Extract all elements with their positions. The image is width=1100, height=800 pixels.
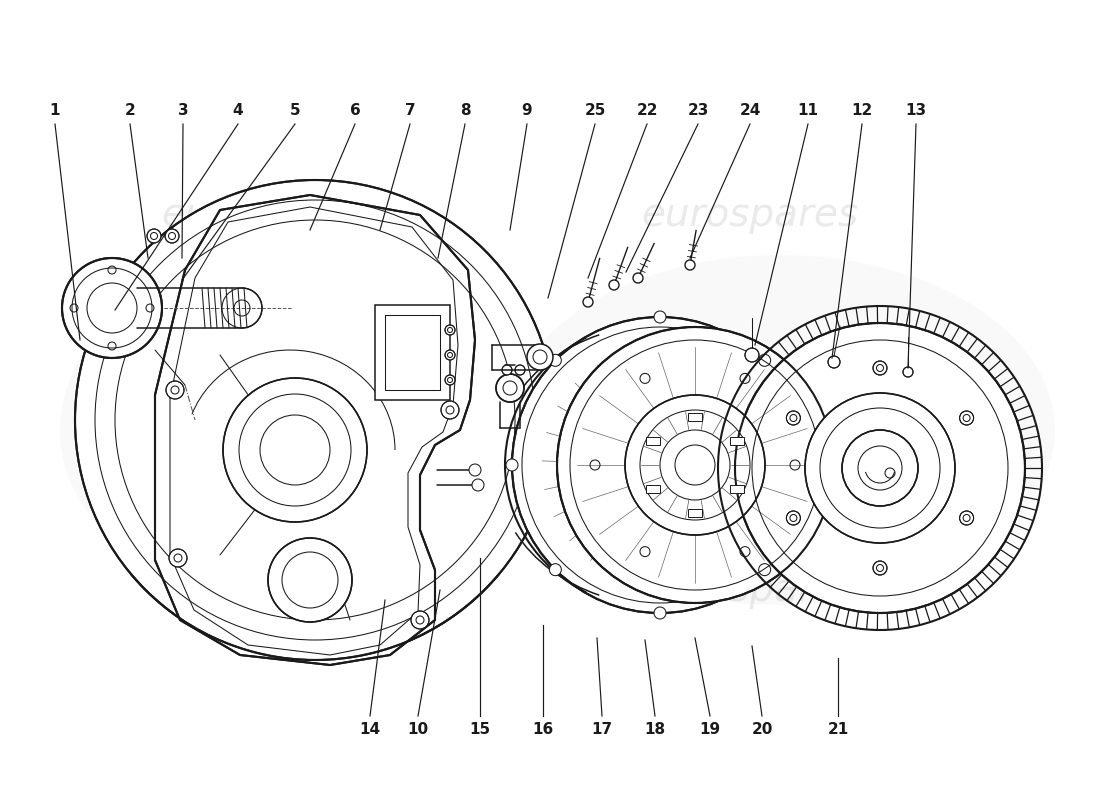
Circle shape: [169, 549, 187, 567]
Circle shape: [654, 311, 666, 323]
Text: 22: 22: [636, 103, 658, 118]
Circle shape: [549, 354, 561, 366]
Circle shape: [515, 365, 525, 375]
Text: 14: 14: [360, 722, 381, 737]
Text: 16: 16: [532, 722, 553, 737]
Circle shape: [685, 260, 695, 270]
Text: eurospares: eurospares: [162, 196, 378, 234]
Text: 18: 18: [645, 722, 665, 737]
Text: 4: 4: [233, 103, 243, 118]
Circle shape: [446, 350, 455, 360]
Circle shape: [632, 273, 644, 283]
Text: 3: 3: [178, 103, 188, 118]
Text: 8: 8: [460, 103, 471, 118]
Text: 9: 9: [521, 103, 532, 118]
Circle shape: [469, 464, 481, 476]
Circle shape: [828, 356, 840, 368]
Circle shape: [502, 365, 512, 375]
Text: 6: 6: [350, 103, 361, 118]
Text: 12: 12: [851, 103, 872, 118]
Polygon shape: [688, 509, 702, 517]
Text: 10: 10: [407, 722, 429, 737]
Circle shape: [959, 511, 974, 525]
Text: 17: 17: [592, 722, 613, 737]
Circle shape: [441, 401, 459, 419]
Circle shape: [165, 229, 179, 243]
Circle shape: [735, 323, 1025, 613]
Circle shape: [802, 459, 814, 471]
Circle shape: [786, 411, 801, 425]
Circle shape: [759, 564, 771, 576]
Polygon shape: [688, 413, 702, 421]
Circle shape: [609, 280, 619, 290]
Circle shape: [446, 375, 455, 385]
Circle shape: [805, 393, 955, 543]
Circle shape: [549, 564, 561, 576]
Circle shape: [654, 607, 666, 619]
Text: 2: 2: [124, 103, 135, 118]
Text: eurospares: eurospares: [641, 196, 859, 234]
Circle shape: [842, 430, 918, 506]
Polygon shape: [729, 437, 744, 445]
Text: 11: 11: [798, 103, 818, 118]
Text: eurospares: eurospares: [162, 571, 378, 609]
Circle shape: [62, 258, 162, 358]
Polygon shape: [155, 195, 475, 665]
Circle shape: [506, 459, 518, 471]
Polygon shape: [375, 305, 450, 400]
Circle shape: [512, 317, 808, 613]
Text: 21: 21: [827, 722, 848, 737]
Circle shape: [223, 378, 367, 522]
Circle shape: [411, 611, 429, 629]
Polygon shape: [729, 485, 744, 493]
Circle shape: [75, 180, 556, 660]
Text: 20: 20: [751, 722, 772, 737]
Polygon shape: [647, 437, 660, 445]
Ellipse shape: [60, 250, 560, 610]
Circle shape: [496, 374, 524, 402]
Text: 24: 24: [739, 103, 761, 118]
Text: 5: 5: [289, 103, 300, 118]
Circle shape: [446, 325, 455, 335]
Text: 19: 19: [700, 722, 720, 737]
Circle shape: [557, 327, 833, 603]
Circle shape: [745, 348, 759, 362]
Circle shape: [959, 411, 974, 425]
Text: 25: 25: [584, 103, 606, 118]
Text: eurospares: eurospares: [641, 571, 859, 609]
Circle shape: [873, 361, 887, 375]
Polygon shape: [647, 485, 660, 493]
Circle shape: [166, 381, 184, 399]
Text: 23: 23: [688, 103, 708, 118]
Circle shape: [583, 297, 593, 307]
Circle shape: [786, 511, 801, 525]
Circle shape: [873, 561, 887, 575]
Circle shape: [759, 354, 771, 366]
Circle shape: [527, 344, 553, 370]
Circle shape: [147, 229, 161, 243]
Circle shape: [268, 538, 352, 622]
Text: 1: 1: [50, 103, 60, 118]
Ellipse shape: [505, 255, 1055, 605]
Text: 7: 7: [405, 103, 416, 118]
Text: 15: 15: [470, 722, 491, 737]
Circle shape: [625, 395, 764, 535]
Circle shape: [903, 367, 913, 377]
Text: 13: 13: [905, 103, 926, 118]
Circle shape: [472, 479, 484, 491]
